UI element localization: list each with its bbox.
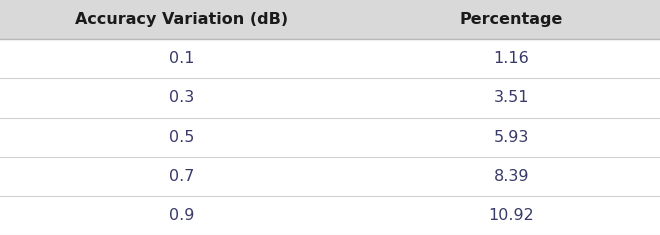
Text: Percentage: Percentage [460, 12, 563, 27]
Text: 1.16: 1.16 [494, 51, 529, 66]
Bar [0, 196, 660, 235]
Text: Accuracy Variation (dB): Accuracy Variation (dB) [75, 12, 288, 27]
Bar [0, 0, 660, 39]
Text: 8.39: 8.39 [494, 169, 529, 184]
Text: 0.1: 0.1 [169, 51, 194, 66]
Text: 0.9: 0.9 [169, 208, 194, 223]
Text: 0.7: 0.7 [169, 169, 194, 184]
Text: 0.5: 0.5 [169, 129, 194, 145]
Bar [0, 78, 660, 118]
Text: 3.51: 3.51 [494, 90, 529, 106]
Text: 0.3: 0.3 [169, 90, 194, 106]
Bar [0, 157, 660, 196]
Text: 5.93: 5.93 [494, 129, 529, 145]
Bar [0, 39, 660, 78]
Text: 10.92: 10.92 [488, 208, 535, 223]
Bar [0, 118, 660, 157]
